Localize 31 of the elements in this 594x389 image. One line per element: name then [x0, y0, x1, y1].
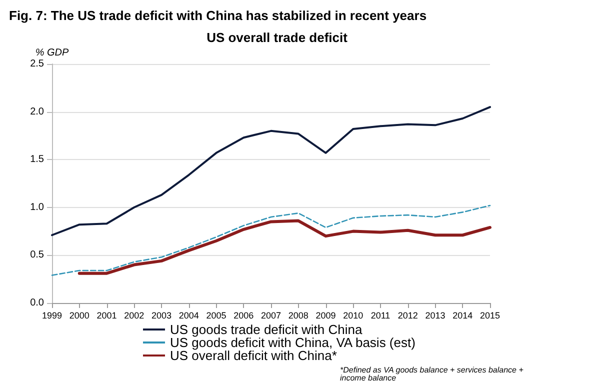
chart-title: Fig. 7: The US trade deficit with China has stabilized in recent years — [9, 8, 427, 23]
x-tick-label: 2012 — [398, 310, 418, 320]
x-tick-label: 2009 — [316, 310, 336, 320]
y-tick-label: 1.0 — [30, 202, 44, 213]
x-tick-label: 2004 — [178, 310, 199, 320]
x-tick-label: 2011 — [370, 310, 390, 320]
x-tick-label: 2008 — [288, 310, 308, 320]
legend-label: US goods trade deficit with China — [170, 322, 363, 337]
line-series — [78, 219, 492, 275]
x-tick-label: 2003 — [151, 310, 172, 320]
y-tick-label: 1.5 — [30, 154, 44, 166]
x-tick-label: 2014 — [452, 310, 473, 320]
y-tick-label: 2.0 — [30, 106, 44, 118]
y-tick-label: 0.0 — [30, 298, 44, 308]
x-tick-label: 2015 — [480, 310, 500, 320]
x-tick-label: 2007 — [260, 310, 282, 320]
y-tick-label: 2.5 — [30, 58, 44, 70]
x-tick-label: 2000 — [69, 310, 90, 320]
x-tick-label: 2005 — [206, 310, 226, 320]
x-tick-label: 2013 — [425, 310, 446, 320]
line-series — [51, 106, 491, 236]
line-series — [51, 204, 491, 276]
x-tick-label: 1999 — [42, 310, 62, 320]
x-tick-label: 2001 — [96, 310, 117, 320]
x-tick-label: 2010 — [343, 310, 364, 320]
x-tick-label: 2002 — [124, 310, 144, 320]
y-axis-title: % GDP — [35, 48, 69, 58]
y-tick-label: 0.5 — [30, 250, 44, 261]
x-tick-label: 2006 — [234, 310, 254, 320]
text: *Defined as VA goods balance + services balance + income balance — [340, 366, 524, 382]
chart-subtitle: US overall trade deficit — [206, 30, 348, 45]
